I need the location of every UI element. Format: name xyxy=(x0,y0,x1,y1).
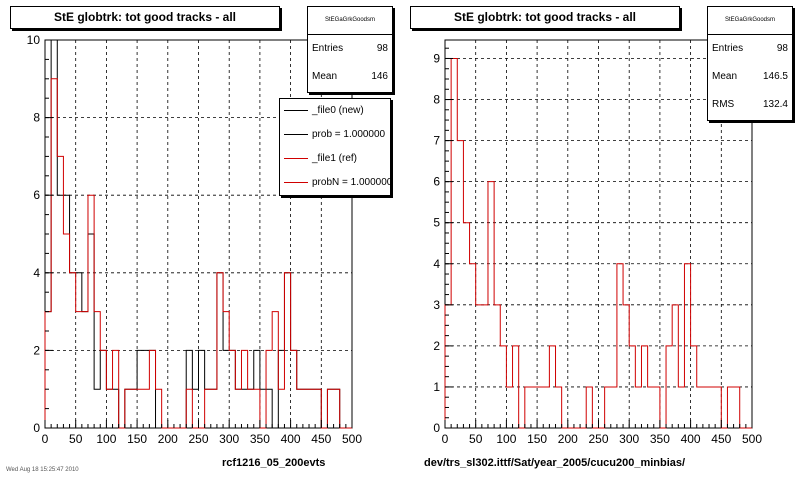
x-tick-label: 200 xyxy=(558,432,578,446)
stats-box: StEGaGrkGoodsm Entries 98 Mean 146 xyxy=(307,6,393,93)
x-tick-label: 400 xyxy=(681,432,701,446)
legend-swatch xyxy=(284,110,308,111)
stats-entries-value: 98 xyxy=(376,43,388,54)
x-tick-label: 50 xyxy=(69,432,83,446)
stats-entries-label: Entries xyxy=(712,43,744,54)
y-tick-label: 3 xyxy=(433,298,440,312)
legend: _file0 (new) prob = 1.000000 _file1 (ref… xyxy=(279,98,391,196)
y-tick-label: 5 xyxy=(433,216,440,230)
y-tick-label: 2 xyxy=(33,343,40,357)
stats-mean-label: Mean xyxy=(312,71,338,82)
legend-label: prob = 1.000000 xyxy=(312,129,386,140)
x-tick-label: 500 xyxy=(342,432,362,446)
x-axis-title: dev/trs_sl302.ittf/Sat/year_2005/cucu200… xyxy=(424,457,686,469)
x-tick-label: 150 xyxy=(527,432,547,446)
x-tick-label: 50 xyxy=(469,432,483,446)
y-tick-label: 9 xyxy=(433,51,440,65)
x-axis-title: rcf1216_05_200evts xyxy=(222,457,326,469)
x-tick-label: 100 xyxy=(496,432,516,446)
legend-swatch xyxy=(284,182,308,183)
x-tick-label: 0 xyxy=(42,432,49,446)
y-tick-label: 4 xyxy=(433,257,440,271)
y-tick-label: 6 xyxy=(433,175,440,189)
x-tick-label: 100 xyxy=(96,432,116,446)
y-tick-label: 7 xyxy=(433,134,440,148)
y-tick-label: 0 xyxy=(433,421,440,435)
legend-label: _file0 (new) xyxy=(312,105,364,116)
y-tick-label: 6 xyxy=(33,188,40,202)
stats-mean-value: 146 xyxy=(371,71,388,82)
legend-entry: probN = 1.000000 xyxy=(280,171,390,195)
y-tick-label: 8 xyxy=(433,93,440,107)
x-tick-label: 200 xyxy=(158,432,178,446)
chart-title: StE globtrk: tot good tracks - all xyxy=(10,6,280,29)
x-tick-label: 250 xyxy=(188,432,208,446)
histogram-series-line xyxy=(444,57,752,429)
histogram-series-line xyxy=(44,78,352,429)
y-tick-label: 0 xyxy=(33,421,40,435)
stats-mean-value: 146.5 xyxy=(762,71,788,82)
x-tick-label: 300 xyxy=(619,432,639,446)
histogram-panel-left: 0 50 100 150 200 250 300 350 400 450 500 0 2 4 6 8 10 xyxy=(27,33,363,446)
stats-entries-label: Entries xyxy=(312,43,344,54)
x-tick-label: 300 xyxy=(219,432,239,446)
stats-box: StEGaGrkGoodsm Entries 98 Mean 146.5 RMS 13… xyxy=(707,6,793,121)
y-tick-label: 10 xyxy=(27,33,41,47)
timestamp-footer: Wed Aug 18 15:25:47 2010 xyxy=(6,467,79,473)
x-tick-label: 450 xyxy=(711,432,731,446)
x-tick-label: 400 xyxy=(281,432,301,446)
stats-name: StEGaGrkGoodsm xyxy=(708,7,792,35)
legend-label: probN = 1.000000 xyxy=(312,177,391,188)
stats-rms-label: RMS xyxy=(712,99,735,110)
legend-swatch xyxy=(284,134,308,135)
x-tick-label: 500 xyxy=(742,432,762,446)
x-tick-label: 150 xyxy=(127,432,147,446)
x-tick-label: 0 xyxy=(442,432,449,446)
histogram-panel-right: 0 50 100 150 200 250 300 350 400 450 500 0 1 2 3 4 5 6 7 8 9 xyxy=(433,39,762,446)
y-tick-label: 2 xyxy=(433,339,440,353)
legend-entry: prob = 1.000000 xyxy=(280,123,390,147)
x-tick-label: 250 xyxy=(588,432,608,446)
y-tick-label: 8 xyxy=(33,111,40,125)
stats-entries-value: 98 xyxy=(776,43,788,54)
x-tick-label: 350 xyxy=(650,432,670,446)
stats-rms-value: 132.4 xyxy=(762,99,788,110)
legend-swatch xyxy=(284,158,308,159)
legend-entry: _file0 (new) xyxy=(280,99,390,123)
x-tick-label: 350 xyxy=(250,432,270,446)
y-tick-label: 4 xyxy=(33,266,40,280)
stats-mean-label: Mean xyxy=(712,71,738,82)
legend-label: _file1 (ref) xyxy=(312,153,358,164)
y-tick-label: 1 xyxy=(433,380,440,394)
stats-name: StEGaGrkGoodsm xyxy=(308,7,392,35)
chart-title: StE globtrk: tot good tracks - all xyxy=(410,6,680,29)
x-tick-label: 450 xyxy=(311,432,331,446)
legend-entry: _file1 (ref) xyxy=(280,147,390,171)
